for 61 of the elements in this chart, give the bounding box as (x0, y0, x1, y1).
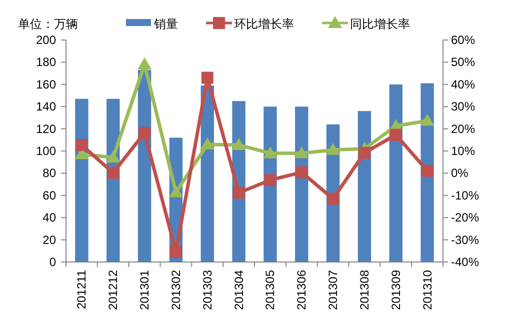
y-tick-label: 80 (42, 166, 56, 180)
y-tick-label: 120 (36, 122, 56, 136)
y-tick-label: 200 (36, 33, 56, 47)
y2-tick-label: 50% (451, 55, 476, 70)
y-tick-label: 40 (42, 210, 56, 225)
point (107, 166, 120, 179)
point (358, 146, 370, 159)
x-tick-label: 201307 (326, 270, 340, 310)
point (264, 174, 276, 186)
y-tick-label: 180 (36, 55, 56, 70)
x-tick-label: 201309 (388, 270, 403, 310)
point (421, 164, 434, 177)
y-tick-label: 20 (42, 232, 56, 247)
x-tick-label: 201308 (357, 270, 372, 310)
y2-tick-label: -30% (451, 232, 480, 247)
y-tick-label: 0 (49, 255, 56, 269)
y-tick-label: 160 (36, 77, 56, 92)
y2-tick-label: 60% (451, 33, 476, 47)
point (106, 150, 120, 163)
point (138, 126, 151, 139)
point (326, 142, 340, 155)
y-tick-label: 60 (42, 188, 56, 202)
y2-tick-label: 40% (451, 77, 476, 92)
y2-tick-label: -40% (451, 255, 480, 269)
y2-tick-label: 20% (451, 122, 476, 136)
x-tick-label: 201306 (294, 270, 309, 310)
point (170, 246, 182, 258)
point (201, 72, 214, 84)
point (296, 166, 308, 178)
bar (389, 84, 402, 262)
x-tick-label: 201305 (263, 270, 278, 310)
point (200, 137, 214, 150)
point (232, 138, 246, 150)
x-tick-label: 201304 (232, 270, 246, 310)
y2-tick-label: 0% (451, 166, 469, 180)
x-tick-label: 201310 (420, 270, 434, 310)
y-tick-label: 100 (36, 144, 56, 158)
x-tick-label: 201211 (74, 270, 89, 310)
point (294, 146, 309, 158)
point (76, 139, 88, 152)
y-axis-title: 单位：万辆 (18, 17, 78, 31)
point (390, 128, 402, 141)
point (232, 186, 245, 199)
x-tick-label: 201212 (106, 270, 120, 310)
x-tick-label: 201302 (168, 270, 183, 310)
bar (358, 111, 372, 262)
y2-tick-label: 10% (451, 144, 476, 158)
legend-label: 销量 (153, 17, 178, 31)
x-tick-label: 201303 (200, 270, 214, 310)
point (420, 114, 434, 126)
point (168, 185, 183, 198)
x-tick-label: 201301 (138, 270, 152, 310)
y2-tick-label: -10% (451, 188, 480, 202)
y-tick-label: 140 (36, 100, 56, 114)
y2-tick-label: 30% (451, 100, 476, 114)
legend-label: 同比增长率 (350, 17, 410, 31)
point (327, 192, 340, 205)
legend-label: 环比增长率 (234, 17, 294, 31)
y2-tick-label: -20% (451, 210, 480, 225)
point (138, 57, 152, 70)
point (263, 146, 278, 158)
